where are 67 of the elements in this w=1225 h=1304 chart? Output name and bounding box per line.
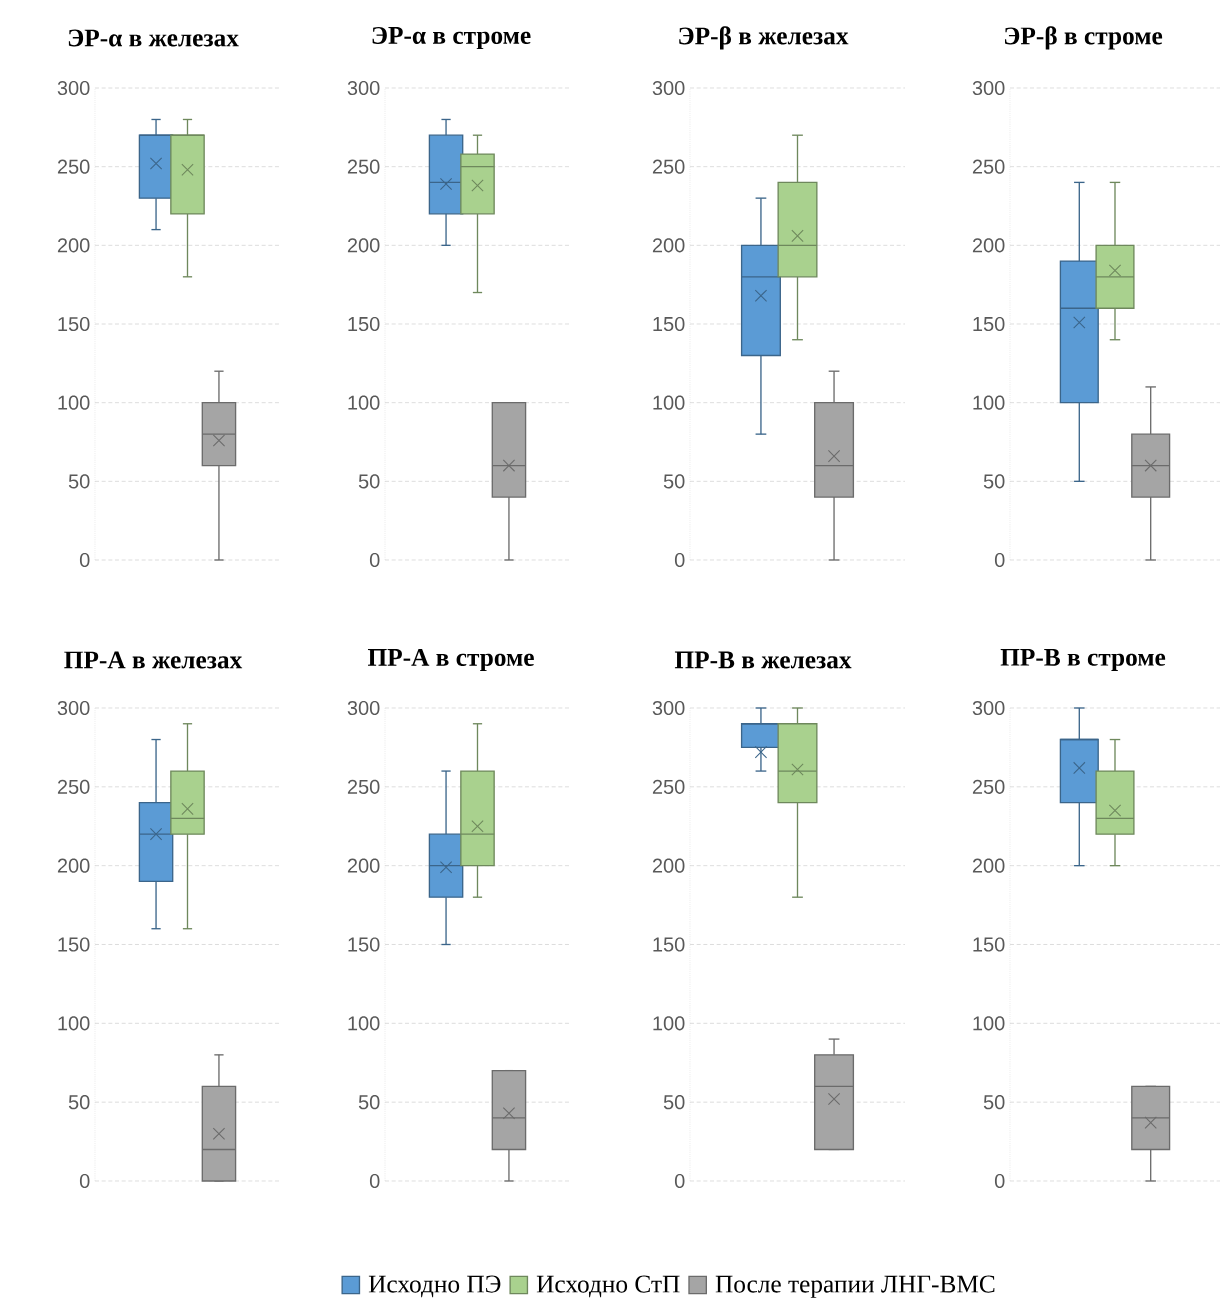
y-tick-label: 150 — [653, 316, 685, 332]
y-tick-label: 300 — [347, 700, 380, 716]
y-tick-label: 300 — [652, 700, 685, 716]
chart-title: ЭР-β в строме — [1004, 26, 1163, 50]
y-tick-label: 250 — [347, 159, 380, 174]
y-tick-label: 300 — [972, 80, 1005, 96]
y-tick-label: 50 — [983, 1095, 1005, 1110]
y-tick-label: 300 — [57, 700, 90, 716]
y-tick-label: 200 — [347, 238, 380, 253]
chart-title: ПР-В в железах — [674, 651, 852, 669]
y-tick-label: 200 — [652, 238, 685, 253]
chart-title: ЭР-α в строме — [372, 26, 531, 50]
y-tick-label: 100 — [348, 1016, 380, 1031]
y-tick-label: 200 — [57, 238, 90, 253]
y-tick-label: 250 — [972, 159, 1005, 174]
y-tick-label: 0 — [674, 552, 685, 568]
y-tick-label: 150 — [58, 316, 90, 332]
chart-title: ПР-В в строме — [1000, 649, 1166, 671]
y-tick-label: 0 — [79, 552, 90, 568]
y-tick-label: 0 — [674, 1173, 685, 1189]
y-tick-label: 50 — [358, 1095, 380, 1110]
y-tick-label: 50 — [358, 474, 380, 489]
y-tick-label: 200 — [972, 238, 1005, 253]
y-tick-label: 150 — [973, 937, 1005, 952]
y-tick-label: 200 — [652, 858, 685, 873]
y-tick-label: 300 — [652, 80, 685, 96]
y-tick-label: 0 — [369, 552, 380, 568]
y-tick-label: 100 — [653, 395, 685, 410]
y-tick-label: 200 — [347, 858, 380, 873]
y-tick-label: 0 — [79, 1173, 90, 1189]
y-tick-label: 100 — [348, 395, 380, 410]
y-tick-label: 100 — [58, 1016, 90, 1031]
y-tick-label: 250 — [652, 159, 685, 174]
y-tick-label: 250 — [347, 779, 380, 794]
y-tick-label: 100 — [973, 1016, 1005, 1031]
y-tick-label: 0 — [994, 1173, 1005, 1189]
chart-title: ЭР-β в железах — [679, 26, 849, 50]
chart-title: ПР-А в строме — [367, 648, 534, 672]
y-tick-label: 50 — [663, 474, 685, 489]
y-tick-label: 100 — [653, 1016, 685, 1031]
chart-title: ПР-А в железах — [64, 651, 243, 669]
y-tick-label: 50 — [68, 474, 90, 489]
chart-title: ЭР-α в железах — [68, 29, 239, 47]
y-tick-label: 50 — [983, 474, 1005, 489]
legend-label: Исходно СтП — [536, 1275, 680, 1298]
y-tick-label: 250 — [652, 779, 685, 794]
y-tick-label: 250 — [57, 779, 90, 794]
y-tick-label: 50 — [68, 1095, 90, 1110]
y-tick-label: 150 — [653, 937, 685, 952]
y-tick-label: 250 — [972, 779, 1005, 794]
y-tick-label: 150 — [348, 316, 380, 332]
y-tick-label: 150 — [58, 937, 90, 952]
legend-label: После терапии ЛНГ-ВМС — [715, 1275, 995, 1298]
y-tick-label: 300 — [57, 80, 90, 96]
y-tick-label: 200 — [972, 858, 1005, 873]
y-tick-label: 200 — [57, 858, 90, 873]
y-tick-label: 100 — [58, 395, 90, 410]
y-tick-label: 250 — [57, 159, 90, 174]
y-tick-label: 300 — [972, 700, 1005, 716]
y-tick-label: 100 — [973, 395, 1005, 410]
y-tick-label: 150 — [348, 937, 380, 952]
y-tick-label: 300 — [347, 80, 380, 96]
y-tick-label: 0 — [369, 1173, 380, 1189]
y-tick-label: 0 — [994, 552, 1005, 568]
y-tick-label: 50 — [663, 1095, 685, 1110]
legend-label: Исходно ПЭ — [368, 1275, 501, 1298]
y-tick-label: 150 — [973, 316, 1005, 332]
